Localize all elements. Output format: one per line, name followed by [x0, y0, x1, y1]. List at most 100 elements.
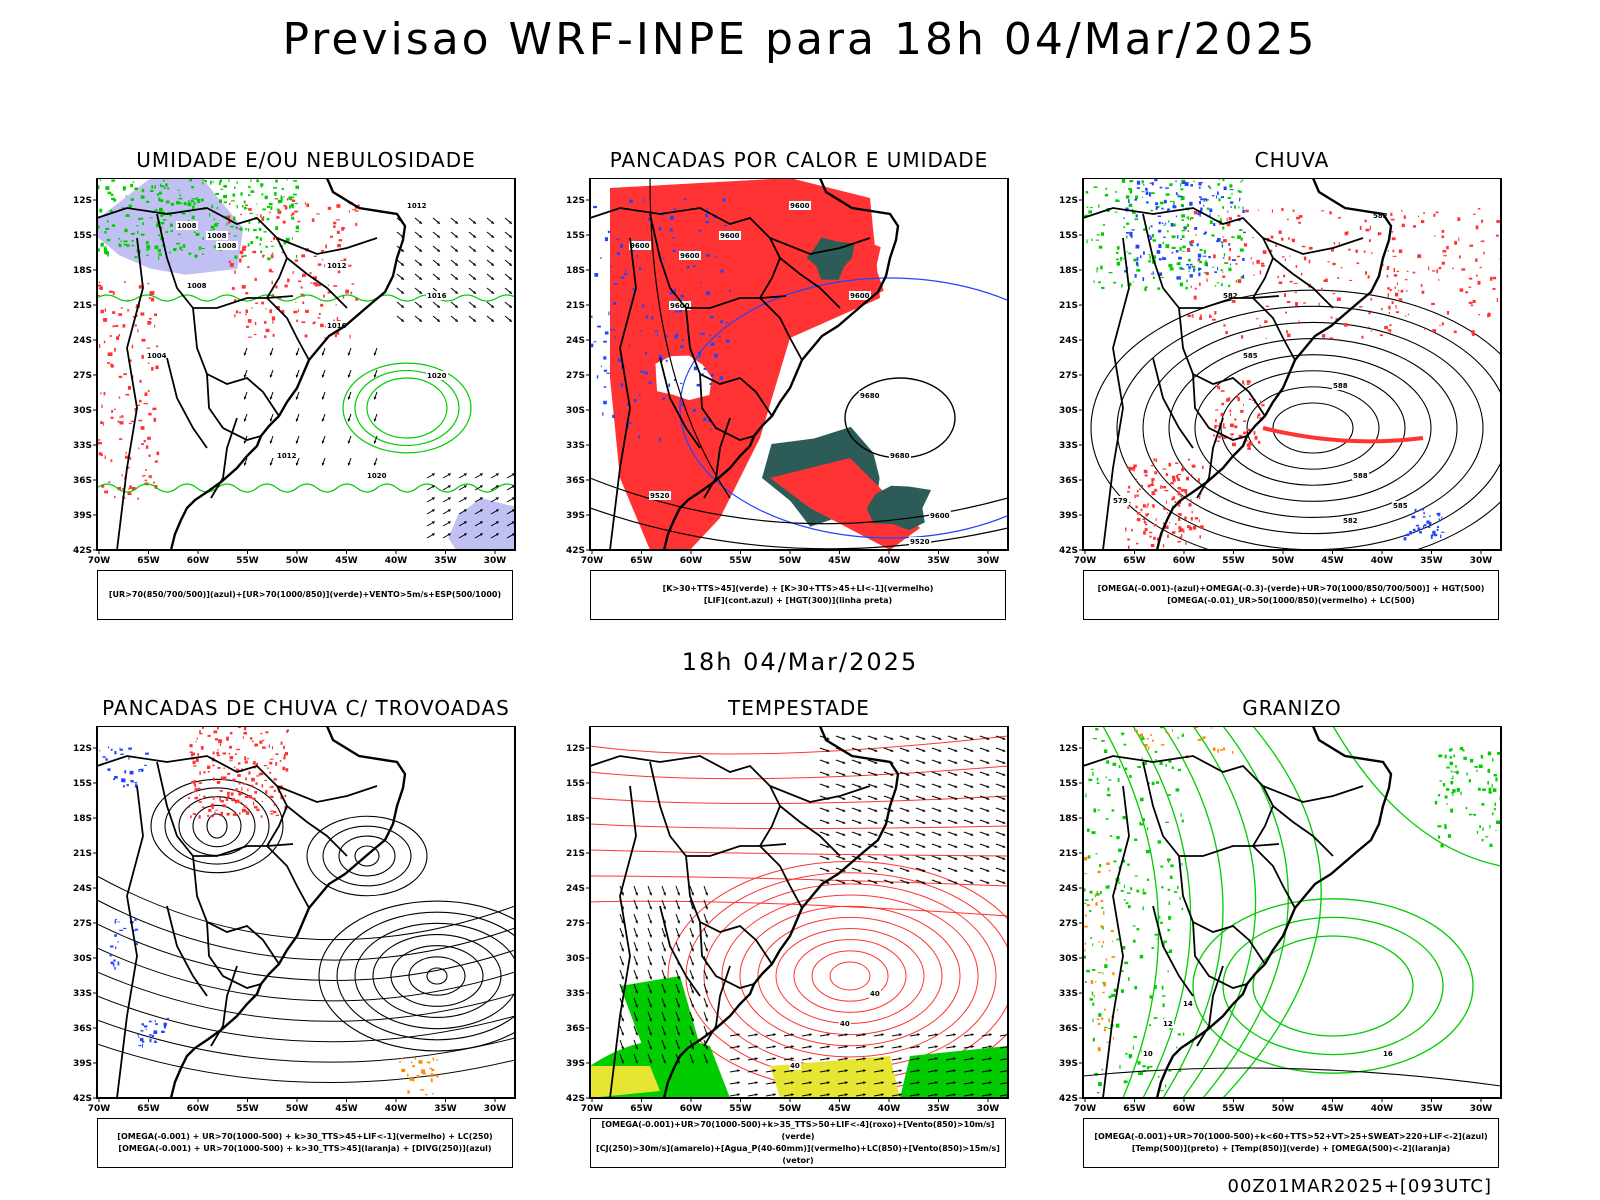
wind-vector	[890, 737, 894, 740]
thickness-contour	[245, 309, 248, 314]
wind-vector	[890, 773, 894, 776]
divergence-blue	[130, 779, 132, 782]
rain-area-red	[1142, 504, 1146, 508]
humidity-1000-850-contour	[256, 179, 259, 183]
thickness-contour	[123, 497, 126, 499]
wind-vector	[858, 845, 862, 848]
thickness-contour	[148, 412, 152, 416]
lat-label: 30S	[73, 954, 92, 964]
thickness-contour	[287, 278, 290, 283]
thunderstorm-area-red	[262, 739, 265, 742]
lon-label: 65W	[630, 556, 653, 566]
omega-blue-area	[1151, 182, 1154, 186]
thunderstorm-area-red	[203, 771, 206, 774]
wind-vector	[845, 1057, 848, 1061]
wind-vector	[899, 1057, 902, 1061]
lifted-index-contour	[700, 282, 703, 284]
wind-vector	[938, 761, 942, 764]
thickness-contour	[262, 254, 264, 258]
rain-area-red	[1242, 380, 1245, 385]
rain-area-red	[1298, 320, 1300, 325]
thickness-contour	[129, 485, 132, 489]
legend-line: [UR>70(850/700/500)](azul)+[UR>70(1000/8…	[108, 590, 502, 599]
omega-green-area	[1238, 206, 1240, 209]
thickness-contour	[300, 286, 303, 289]
contour-label: 582	[1223, 292, 1238, 300]
lon-label: 45W	[1321, 556, 1344, 566]
rain-area-red	[1128, 545, 1130, 549]
wind-vector	[472, 248, 476, 252]
wind-vector	[970, 833, 974, 836]
temp850-contour	[1157, 840, 1162, 844]
wind-vector	[295, 352, 299, 356]
rain-area-red	[1287, 333, 1291, 338]
wind-vector	[418, 304, 422, 308]
rain-area-red	[1190, 499, 1192, 502]
lat-label: 18S	[566, 814, 585, 824]
omega-blue-area	[1223, 257, 1225, 259]
showers-orange	[401, 1068, 406, 1073]
thickness-contour	[300, 293, 305, 296]
temp850-contour	[1466, 772, 1468, 776]
wind-vector	[986, 857, 990, 860]
map-svg: 1008100810081012101610121016102010201008…	[73, 178, 516, 566]
wind-vector	[971, 1057, 974, 1061]
country-border	[1142, 761, 1280, 857]
lifted-index-contour	[591, 343, 594, 348]
humidity-1000-850-contour	[165, 183, 168, 187]
lifted-index-contour	[614, 283, 618, 285]
thickness-contour	[261, 301, 264, 305]
divergence-blue	[121, 778, 126, 782]
rain-area-red	[1213, 254, 1216, 259]
temp850-contour	[1095, 853, 1098, 855]
temp850-contour	[1161, 886, 1164, 888]
contour-label-bg	[1342, 516, 1359, 525]
thickness-contour	[99, 344, 101, 348]
rain-area-red	[1252, 261, 1254, 265]
wind-vector	[490, 220, 494, 224]
divergence-blue	[114, 920, 117, 924]
streamline-250	[150, 778, 284, 874]
wind-vector	[463, 497, 467, 501]
omega-blue-area	[1197, 253, 1202, 258]
humidity-1000-850-contour	[192, 198, 197, 200]
omega-green-area	[1177, 194, 1180, 198]
contour-label: 1008	[217, 242, 237, 250]
thunderstorm-area-red	[208, 809, 212, 812]
wind-vector	[479, 473, 483, 477]
rain-area-red	[1406, 270, 1409, 272]
rain-area-red	[1177, 504, 1181, 507]
wind-vector	[373, 374, 377, 378]
lifted-index-contour	[603, 340, 607, 343]
wind-vector	[922, 869, 926, 872]
wind-vector	[490, 234, 494, 238]
rain-area-red	[1151, 504, 1155, 507]
thickness-contour	[316, 213, 320, 215]
country-border	[166, 357, 208, 449]
rain-area-red	[1321, 210, 1325, 212]
omega-blue-area	[1406, 533, 1410, 537]
thickness-contour	[313, 276, 317, 280]
rain-area-red	[1189, 474, 1193, 476]
temp850-contour	[1168, 901, 1171, 905]
humidity-1000-850-contour	[182, 244, 186, 248]
omega-green-area	[1168, 220, 1170, 223]
coastline	[169, 178, 407, 550]
rain-area-red	[1215, 385, 1218, 387]
wind-vector	[321, 418, 325, 422]
thickness-contour	[325, 244, 327, 249]
thickness-contour	[127, 488, 130, 490]
humidity-1000-850-contour	[189, 178, 193, 182]
humidity-1000-850-contour	[248, 185, 251, 189]
thickness-contour	[108, 352, 113, 356]
humidity-1000-850-contour	[134, 187, 138, 191]
thunderstorm-area-red	[237, 774, 241, 777]
lat-label: 30S	[1059, 954, 1078, 964]
lat-label: 33S	[1059, 989, 1078, 999]
thickness-contour	[272, 333, 275, 337]
legend-line: [OMEGA(-0.001) + UR>70(1000-500) + k>30_…	[117, 1132, 493, 1141]
temp850-contour	[1095, 728, 1099, 731]
lon-label: 30W	[1470, 1104, 1493, 1114]
humidity-1000-850-contour	[211, 204, 213, 209]
thunderstorm-area-red	[214, 811, 216, 816]
